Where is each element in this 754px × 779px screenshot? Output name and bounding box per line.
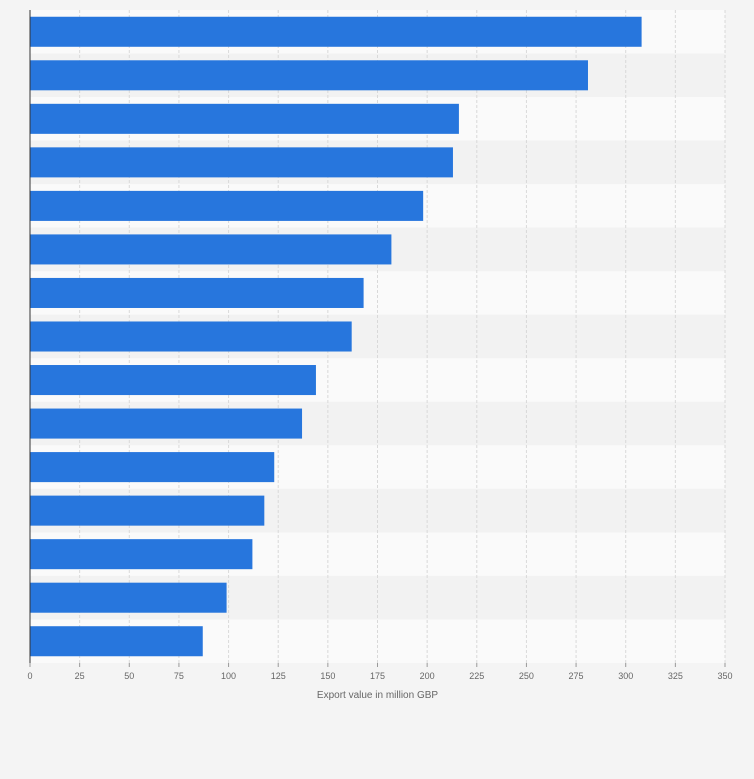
bar (30, 365, 316, 396)
x-tick-label: 0 (27, 671, 32, 681)
x-axis-ticks: 0 25 50 75 100 125 150 175 200 225 250 275 300 325 350 (27, 663, 733, 681)
bar (30, 452, 275, 483)
x-tick-label: 325 (668, 671, 683, 681)
x-tick-label: 350 (717, 671, 732, 681)
x-tick-label: 150 (320, 671, 335, 681)
x-tick-label: 300 (618, 671, 633, 681)
x-tick-label: 25 (75, 671, 85, 681)
x-tick-label: 50 (124, 671, 134, 681)
x-tick-label: 200 (420, 671, 435, 681)
x-tick-label: 75 (174, 671, 184, 681)
bar (30, 321, 352, 352)
bar (30, 60, 588, 91)
bar (30, 147, 453, 178)
bar (30, 495, 265, 526)
bar (30, 277, 364, 308)
bar (30, 626, 203, 657)
bar (30, 190, 424, 221)
bars (30, 16, 642, 657)
x-tick-label: 275 (569, 671, 584, 681)
x-axis-title: Export value in million GBP (317, 690, 438, 701)
bar (30, 539, 253, 570)
bar (30, 234, 392, 265)
bar (30, 103, 459, 134)
x-tick-label: 175 (370, 671, 385, 681)
x-tick-label: 250 (519, 671, 534, 681)
x-tick-label: 225 (469, 671, 484, 681)
bar (30, 16, 642, 47)
x-tick-label: 125 (271, 671, 286, 681)
bar (30, 408, 303, 439)
x-tick-label: 100 (221, 671, 236, 681)
bar (30, 582, 227, 613)
